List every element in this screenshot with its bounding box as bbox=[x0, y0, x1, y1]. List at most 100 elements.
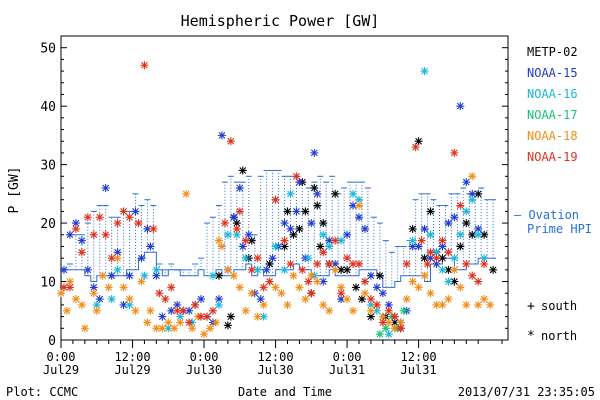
data-point-noaa-19 bbox=[396, 324, 405, 333]
data-point-noaa-18 bbox=[307, 271, 316, 280]
data-point-noaa-19 bbox=[232, 224, 241, 233]
x-tick-date: Jul29 bbox=[114, 363, 150, 377]
legend-item-noaa-16: NOAA-16 bbox=[527, 87, 578, 101]
data-point-noaa-18 bbox=[313, 277, 322, 286]
y-tick-label: 40 bbox=[40, 100, 56, 115]
data-point-noaa-19 bbox=[253, 254, 262, 263]
data-point-noaa-19 bbox=[140, 61, 149, 70]
data-point-noaa-17 bbox=[399, 306, 408, 315]
data-point-noaa-16 bbox=[271, 242, 280, 251]
data-point-noaa-19 bbox=[125, 213, 134, 222]
data-point-noaa-15 bbox=[456, 102, 465, 111]
data-point-noaa-16 bbox=[462, 207, 471, 216]
data-point-noaa-19 bbox=[343, 254, 352, 263]
data-point-metp-02 bbox=[366, 312, 375, 321]
ovation-prime-hpi-line bbox=[61, 169, 497, 288]
data-point-noaa-19 bbox=[280, 236, 289, 245]
data-point-noaa-18 bbox=[188, 324, 197, 333]
data-point-noaa-19 bbox=[83, 213, 92, 222]
marker-legend-label: south bbox=[541, 299, 577, 313]
data-point-metp-02 bbox=[343, 265, 352, 274]
data-point-noaa-19 bbox=[307, 289, 316, 298]
data-point-noaa-19 bbox=[378, 318, 387, 327]
data-point-noaa-18 bbox=[474, 300, 483, 309]
data-point-metp-02 bbox=[295, 224, 304, 233]
data-point-noaa-19 bbox=[292, 172, 301, 181]
data-point-noaa-16 bbox=[420, 67, 429, 76]
data-point-noaa-16 bbox=[241, 254, 250, 263]
data-point-noaa-16 bbox=[408, 236, 417, 245]
data-point-noaa-18 bbox=[450, 265, 459, 274]
data-point-noaa-15 bbox=[101, 184, 110, 192]
data-point-noaa-16 bbox=[319, 230, 328, 239]
data-point-noaa-16 bbox=[223, 230, 232, 239]
data-point-noaa-15 bbox=[59, 265, 68, 274]
data-point-metp-02 bbox=[414, 137, 423, 146]
data-point-noaa-19 bbox=[271, 195, 280, 204]
data-point-noaa-18 bbox=[176, 318, 185, 327]
data-point-noaa-19 bbox=[203, 312, 212, 321]
data-point-noaa-18 bbox=[146, 306, 155, 315]
legend-item-noaa-19: NOAA-19 bbox=[527, 150, 578, 164]
data-point-noaa-18 bbox=[426, 289, 435, 298]
data-point-noaa-19 bbox=[432, 254, 441, 263]
data-point-noaa-15 bbox=[77, 236, 86, 245]
data-point-noaa-19 bbox=[444, 248, 453, 257]
data-point-noaa-19 bbox=[247, 265, 256, 274]
data-point-noaa-16 bbox=[286, 189, 295, 198]
data-point-noaa-18 bbox=[217, 242, 226, 251]
data-point-noaa-19 bbox=[456, 201, 465, 210]
data-point-noaa-15 bbox=[238, 242, 247, 251]
data-point-noaa-16 bbox=[232, 230, 241, 239]
data-point-noaa-19 bbox=[286, 260, 295, 268]
data-point-noaa-18 bbox=[325, 306, 334, 315]
data-point-metp-02 bbox=[226, 312, 235, 321]
data-point-noaa-19 bbox=[313, 260, 322, 268]
data-point-noaa-19 bbox=[265, 277, 274, 286]
data-point-noaa-18 bbox=[301, 295, 310, 304]
data-point-noaa-17 bbox=[375, 330, 384, 339]
legend-item-metp-02: METP-02 bbox=[527, 45, 578, 59]
data-point-noaa-15 bbox=[360, 224, 369, 233]
data-point-noaa-19 bbox=[191, 300, 200, 309]
x-axis-ticks: 0:00Jul2912:00Jul290:00Jul3012:00Jul300:… bbox=[43, 340, 503, 377]
data-point-metp-02 bbox=[456, 242, 465, 251]
data-point-noaa-19 bbox=[89, 230, 98, 239]
data-point-noaa-18 bbox=[319, 300, 328, 309]
data-point-noaa-15 bbox=[65, 230, 74, 239]
data-point-noaa-15 bbox=[310, 148, 319, 157]
data-point-noaa-19 bbox=[355, 260, 363, 268]
data-point-noaa-16 bbox=[113, 265, 122, 274]
data-point-noaa-19 bbox=[298, 265, 307, 274]
data-point-noaa-15 bbox=[313, 189, 322, 198]
data-point-noaa-15 bbox=[366, 271, 375, 280]
data-point-noaa-15 bbox=[244, 230, 253, 239]
data-point-noaa-18 bbox=[200, 330, 209, 339]
data-point-noaa-18 bbox=[283, 300, 292, 309]
data-point-noaa-19 bbox=[107, 254, 116, 263]
data-point-noaa-15 bbox=[217, 131, 226, 140]
data-point-noaa-19 bbox=[95, 213, 104, 222]
data-point-noaa-16 bbox=[426, 230, 435, 239]
data-point-noaa-18 bbox=[253, 312, 262, 321]
data-point-noaa-19 bbox=[155, 289, 164, 298]
data-point-noaa-19 bbox=[402, 260, 411, 268]
data-point-noaa-16 bbox=[450, 254, 459, 263]
data-point-metp-02 bbox=[313, 201, 322, 210]
data-point-noaa-16 bbox=[384, 330, 393, 339]
data-point-noaa-15 bbox=[319, 277, 328, 286]
data-point-noaa-15 bbox=[292, 207, 301, 216]
series-legend: METP-02 NOAA-15 NOAA-16 NOAA-17 NOAA-18 NOAA-… bbox=[527, 45, 578, 164]
data-point-metp-02 bbox=[489, 265, 498, 274]
data-point-metp-02 bbox=[408, 224, 417, 233]
legend-item-noaa-18: NOAA-18 bbox=[527, 129, 578, 143]
data-point-noaa-19 bbox=[480, 260, 489, 268]
data-point-noaa-19 bbox=[226, 137, 235, 146]
data-point-noaa-19 bbox=[167, 283, 176, 292]
marker-legend-glyph: + bbox=[527, 299, 535, 314]
x-tick-time: 12:00 bbox=[401, 350, 437, 364]
data-point-noaa-15 bbox=[280, 219, 289, 228]
data-point-noaa-18 bbox=[182, 189, 191, 198]
data-point-noaa-18 bbox=[438, 300, 447, 309]
